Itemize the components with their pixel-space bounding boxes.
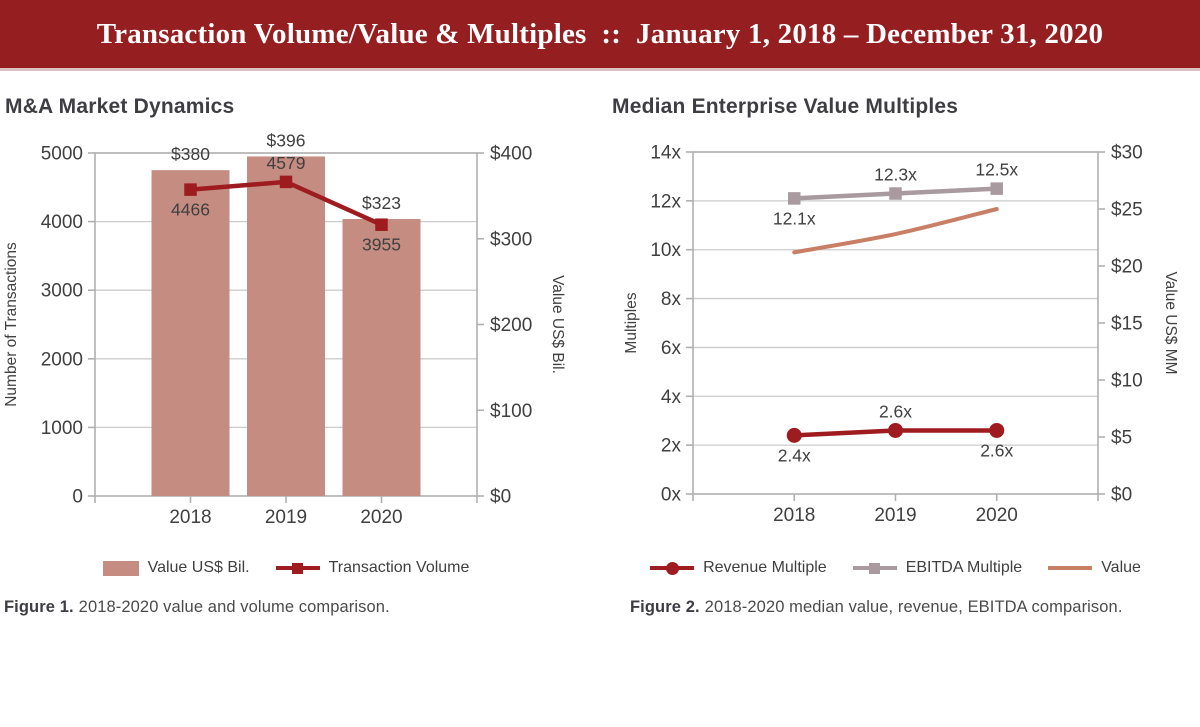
data-label: 4466 [171, 200, 210, 220]
x-axis-tick-label: 2018 [169, 507, 211, 528]
data-label: 4579 [267, 153, 306, 173]
data-label: $396 [267, 131, 306, 150]
bar [342, 219, 421, 496]
left-axis-title: Number of Transactions [3, 242, 20, 407]
left-axis-tick-label: 4x [661, 387, 682, 408]
right-axis-title: Value US$ Bil. [549, 275, 566, 374]
line-series [792, 207, 999, 255]
square-marker [889, 187, 902, 200]
right-axis-tick-label: $300 [490, 229, 532, 250]
data-label: 12.1x [773, 208, 816, 228]
legend-item: EBITDA Multiple [852, 559, 1023, 577]
right-axis-tick-label: $15 [1111, 314, 1143, 335]
report-title: Transaction Volume/Value & Multiples :: … [96, 17, 1104, 50]
x-axis-tick-label: 2020 [976, 505, 1018, 526]
chart-svg: 0 1000 2000 3000 4000 5000 $0 $100 $200 $300 $400 2… [3, 130, 566, 528]
x-axis-tick-label: 2019 [265, 507, 307, 528]
header-banner: Transaction Volume/Value & Multiples :: … [0, 0, 1200, 71]
left-chart: 0 1000 2000 3000 4000 5000 $0 $100 $200 $300 $400 2… [0, 130, 600, 531]
right-axis-tick-label: $0 [1111, 485, 1132, 506]
circle-marker [989, 422, 1005, 438]
left-axis-tick-label: 8x [661, 289, 682, 310]
legend-label: Value US$ Bil. [147, 559, 250, 576]
right-axis-tick-label: $5 [1111, 428, 1132, 449]
legend-item: Value [1048, 559, 1141, 577]
right-axis-tick-label: $20 [1111, 257, 1143, 278]
data-label: $380 [171, 144, 210, 164]
legend-swatch-line [1048, 561, 1093, 576]
bar [151, 170, 230, 496]
right-chart-legend: Revenue Multiple EBITDA Multiple Value [650, 559, 1141, 577]
left-axis-tick-label: 12x [650, 191, 681, 212]
legend-label: Value [1101, 559, 1141, 576]
figure-1-label: Figure 1. [4, 598, 74, 616]
right-axis-tick-label: $100 [490, 401, 532, 422]
left-axis-tick-label: 5000 [41, 144, 83, 165]
left-axis-tick-label: 3000 [41, 281, 83, 302]
left-axis-tick-label: 10x [650, 240, 681, 261]
bar-series [151, 156, 421, 496]
right-axis-tick-label: $30 [1111, 143, 1143, 164]
right-axis-tick-label: $400 [490, 144, 532, 165]
data-label: 2.6x [980, 440, 1013, 460]
legend-swatch-rect [102, 560, 139, 576]
square-marker [184, 183, 197, 196]
data-label: 2.6x [879, 401, 912, 421]
left-axis-tick-label: 0 [72, 487, 83, 508]
legend-swatch-line-circle [650, 561, 695, 576]
square-marker [990, 182, 1003, 195]
legend-swatch-line-square [275, 561, 320, 576]
legend-item: Value US$ Bil. [102, 559, 250, 577]
figure-1-caption: Figure 1. 2018-2020 value and volume comp… [4, 598, 390, 617]
legend-item: Transaction Volume [275, 559, 470, 577]
figure-2-panel: Median Enterprise Value Multiples 0x 2x 4x… [600, 71, 1200, 721]
circle-marker [786, 427, 802, 443]
figure-1-panel: M&A Market Dynamics 0 1000 2000 3000 4000 500… [0, 71, 600, 721]
chart-svg: 0x 2x 4x 6x 8x 10x 12x 14x $0 $5 $10 $15 $20 $25 $30 20… [623, 143, 1179, 527]
legend-label: Revenue Multiple [703, 559, 827, 576]
right-axis-tick-label: $10 [1111, 371, 1143, 392]
legend-label: Transaction Volume [328, 559, 470, 576]
right-axis-title: Value US$ MM [1162, 271, 1179, 374]
data-label: 12.5x [975, 160, 1018, 180]
left-chart-title: M&A Market Dynamics [5, 95, 235, 118]
left-axis-tick-label: 0x [661, 485, 682, 506]
right-chart-title: Median Enterprise Value Multiples [612, 95, 959, 118]
right-axis-tick-label: $25 [1111, 200, 1143, 221]
left-axis-tick-label: 1000 [41, 418, 83, 439]
plot-frame [692, 151, 1099, 495]
right-axis-tick-label: $0 [490, 487, 511, 508]
square-marker [375, 218, 388, 231]
bar [247, 156, 325, 496]
right-axis-tick-label: $200 [490, 315, 532, 336]
legend-swatch-line-square [852, 561, 897, 576]
figure-2-text: 2018-2020 median value, revenue, EBITDA … [704, 598, 1123, 616]
figure-1-text: 2018-2020 value and volume comparison. [78, 598, 390, 616]
x-axis-tick-label: 2018 [773, 505, 815, 526]
left-axis-tick-label: 2x [661, 436, 682, 457]
x-axis-tick-label: 2020 [360, 507, 402, 528]
left-axis-tick-label: 6x [661, 338, 682, 359]
data-label: 2.4x [778, 445, 811, 465]
figure-2-label: Figure 2. [630, 598, 700, 616]
data-label: 12.3x [874, 165, 917, 185]
square-marker [279, 175, 293, 189]
legend-label: EBITDA Multiple [905, 559, 1023, 576]
left-axis-title: Multiples [623, 292, 640, 353]
data-label: $323 [362, 193, 401, 213]
left-chart-legend: Value US$ Bil. Transaction Volume [95, 559, 477, 577]
square-marker [788, 192, 801, 205]
charts-row: M&A Market Dynamics 0 1000 2000 3000 4000 500… [0, 71, 1200, 721]
x-axis-tick-label: 2019 [874, 505, 916, 526]
right-chart: 0x 2x 4x 6x 8x 10x 12x 14x $0 $5 $10 $15 $20 $25 $30 20… [600, 131, 1200, 531]
left-axis-tick-label: 14x [650, 143, 681, 164]
data-label: 3955 [362, 235, 401, 255]
figure-2-caption: Figure 2. 2018-2020 median value, revenue… [630, 598, 1123, 617]
circle-marker [888, 422, 903, 438]
left-axis-tick-label: 4000 [41, 212, 83, 233]
left-axis-tick-label: 2000 [41, 349, 83, 370]
legend-item: Revenue Multiple [650, 559, 827, 577]
